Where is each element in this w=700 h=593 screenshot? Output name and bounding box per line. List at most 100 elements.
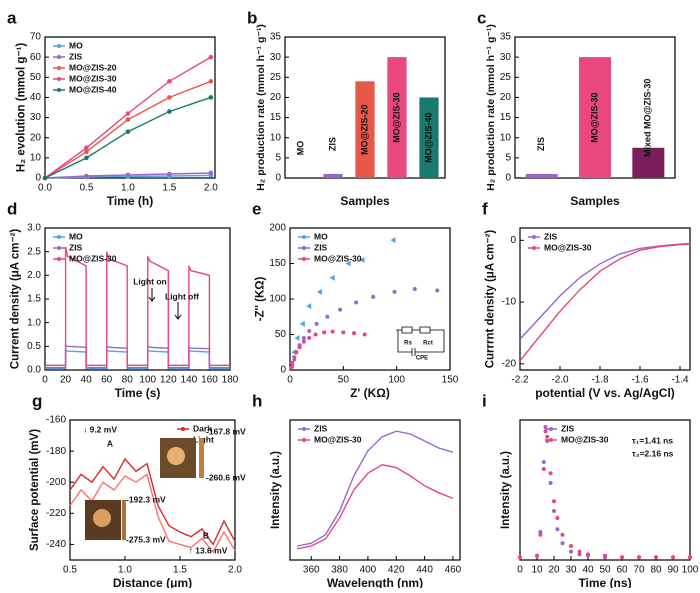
point <box>560 532 565 537</box>
point <box>541 467 546 471</box>
point <box>291 349 297 356</box>
point <box>688 555 692 560</box>
y-tick-label: 40 <box>30 92 42 103</box>
afm-colorbar <box>199 438 204 478</box>
x-tick-label: 0.5 <box>80 183 94 194</box>
point <box>208 79 214 84</box>
x-tick-label: 400 <box>360 565 377 576</box>
point <box>341 330 346 335</box>
legend-dot <box>302 257 306 261</box>
plot-frame <box>519 227 691 371</box>
x-tick-label: 360 <box>303 565 320 576</box>
annotation: Rct <box>423 341 433 347</box>
bar <box>525 173 558 178</box>
point <box>294 350 299 355</box>
point <box>538 532 543 537</box>
panel-label: b <box>247 8 257 27</box>
point <box>208 95 214 100</box>
x-tick-label: 2.0 <box>204 183 218 194</box>
x-tick-label: 80 <box>122 375 134 386</box>
bar-category-label: MO@ZIS-30 <box>589 92 599 142</box>
point <box>290 360 295 365</box>
point <box>125 117 131 122</box>
legend-dot <box>57 44 61 48</box>
y-tick-label: -200 <box>46 477 66 488</box>
point <box>577 549 582 554</box>
x-tick-label: 1.0 <box>118 565 132 576</box>
series-line <box>69 473 236 554</box>
legend-label: MO@ZIS-30 <box>314 434 362 444</box>
x-tick-label: -1.8 <box>591 375 609 386</box>
y-tick-label: 50 <box>30 72 42 83</box>
y-tick-label: 50 <box>275 329 287 340</box>
legend-dot <box>302 438 306 442</box>
point <box>354 300 359 305</box>
bar <box>387 57 407 179</box>
point <box>569 549 573 554</box>
point <box>535 553 539 558</box>
legend-dot <box>302 427 306 431</box>
point <box>289 365 294 370</box>
point <box>538 530 543 534</box>
legend-dot <box>532 246 536 250</box>
point <box>306 303 312 310</box>
bar <box>419 97 439 178</box>
series-line <box>69 457 236 546</box>
point <box>371 294 376 299</box>
legend-label: MO@ZIS-30 <box>544 242 592 252</box>
annotation: -260.6 mV <box>206 472 246 482</box>
bar <box>323 173 343 178</box>
y-tick-label: 60 <box>30 52 42 63</box>
y-axis-label: H₂ production rate (mmol h⁻¹ g⁻¹) <box>255 24 267 191</box>
x-tick-label: 180 <box>222 375 239 386</box>
y-tick-label: 5 <box>505 152 511 163</box>
panel-label: h <box>252 391 262 410</box>
x-tick-label: 2.0 <box>228 565 242 576</box>
point <box>330 329 335 334</box>
bar-category-label: MO@ZIS-20 <box>359 105 369 155</box>
point <box>325 314 330 319</box>
y-tick-label: 30 <box>30 112 42 123</box>
bar-category-label: MO <box>295 141 305 156</box>
series-line <box>45 344 230 369</box>
series-line <box>45 246 230 366</box>
point <box>654 555 658 560</box>
point <box>125 172 131 178</box>
y-axis-label: H₂ evolution (mmol g⁻¹) <box>15 43 27 173</box>
y-tick-label: 1.0 <box>27 317 41 328</box>
y-tick-label: 0.0 <box>27 365 41 376</box>
x-tick-label: 70 <box>633 565 645 576</box>
point <box>84 145 89 151</box>
x-tick-label: 0.5 <box>63 565 77 576</box>
y-tick-label: 20 <box>270 92 282 103</box>
point <box>390 237 396 244</box>
annotation: Rs <box>404 341 412 347</box>
point <box>548 471 553 476</box>
legend-label: MO@ZIS-30 <box>561 434 609 444</box>
x-tick-label: 50 <box>599 565 611 576</box>
y-tick-label: 0 <box>510 235 516 246</box>
y-tick-label: 20 <box>30 132 42 143</box>
legend-label: MO@ZIS-30 <box>69 73 117 83</box>
legend-label: Dark <box>193 423 212 433</box>
legend-dot <box>302 246 306 250</box>
y-axis-label: -Z'' (KΩ) <box>255 276 267 321</box>
afm-inset-spot <box>93 509 111 527</box>
point <box>329 274 335 281</box>
y-tick-label: 10 <box>500 132 512 143</box>
point <box>359 256 365 263</box>
circuit <box>396 326 445 356</box>
legend-dot <box>57 66 61 70</box>
y-tick-label: -160 <box>46 415 66 426</box>
x-tick-label: 10 <box>531 565 543 576</box>
point <box>555 527 560 532</box>
x-axis-label: Samples <box>570 194 620 208</box>
point <box>297 345 302 350</box>
legend-dot <box>57 246 61 250</box>
y-tick-label: 0 <box>280 365 286 376</box>
y-tick-label: 150 <box>269 258 286 269</box>
point <box>84 173 89 179</box>
point <box>620 555 624 560</box>
x-tick-label: 80 <box>650 565 662 576</box>
panel-label: d <box>7 199 17 218</box>
